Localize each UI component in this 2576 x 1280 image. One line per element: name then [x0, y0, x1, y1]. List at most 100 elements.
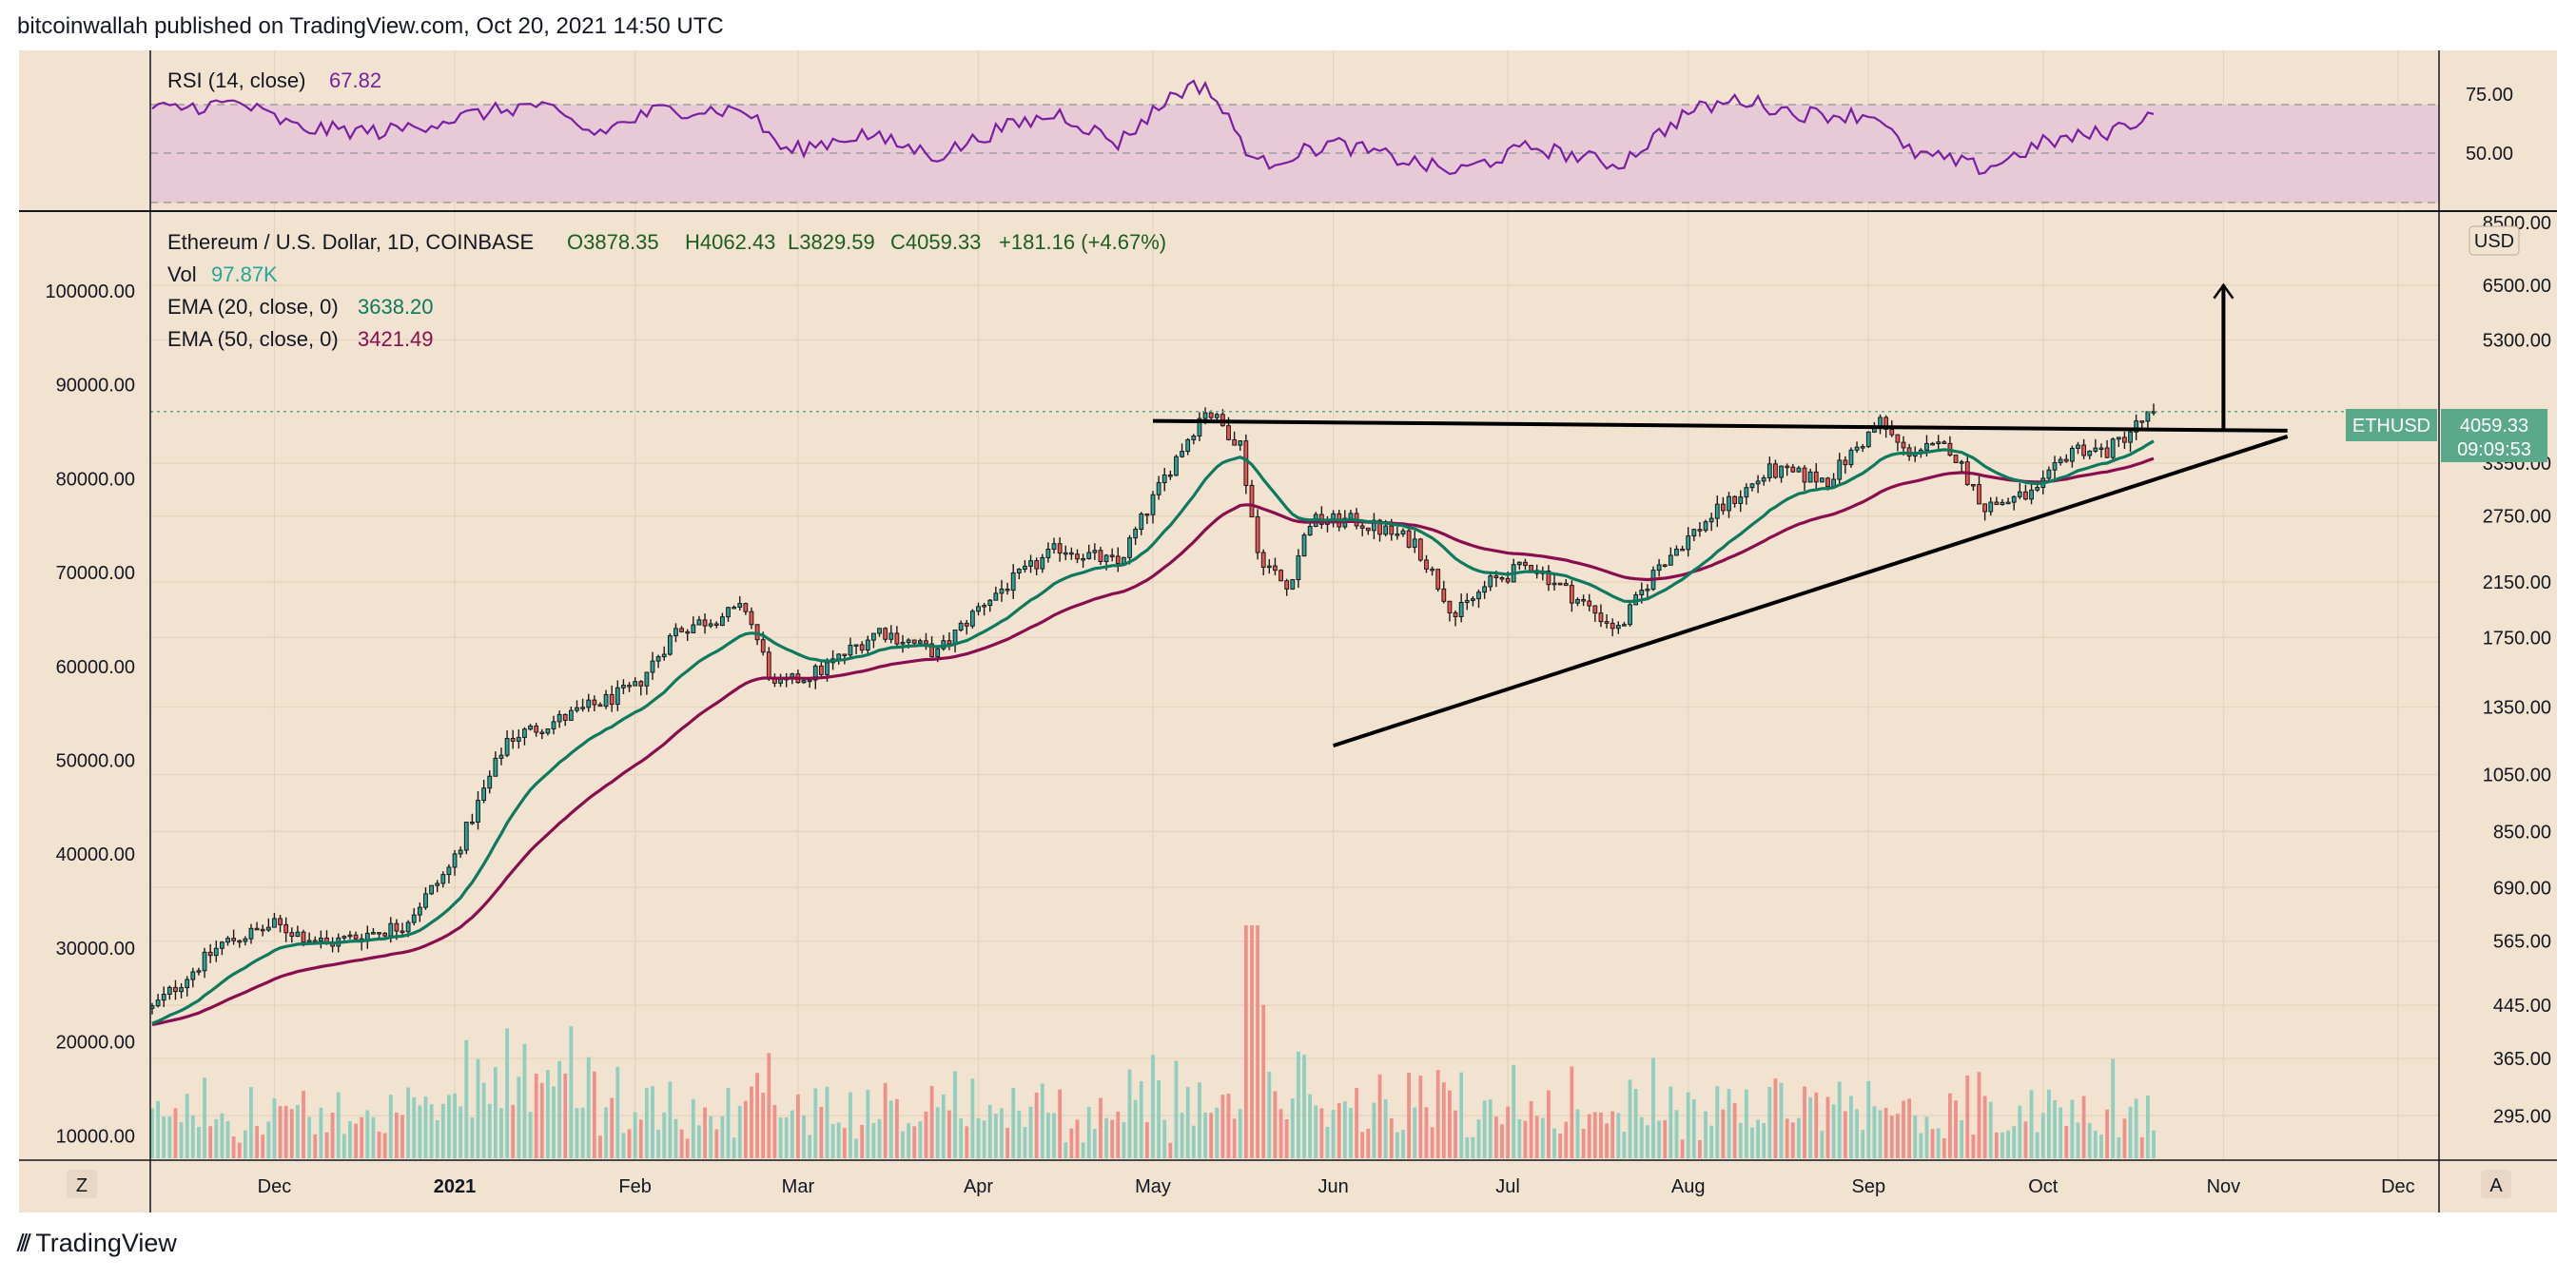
volume-bar	[487, 1103, 492, 1158]
volume-bar	[1686, 1092, 1690, 1158]
volume-bar	[651, 1086, 654, 1158]
volume-bar	[849, 1092, 852, 1158]
volume-bar	[796, 1094, 800, 1158]
auto-scale-button[interactable]: A	[2481, 1170, 2511, 1198]
candle-body	[1854, 446, 1860, 451]
volume-bar	[819, 1106, 824, 1158]
volume-bar	[1448, 1090, 1452, 1158]
candle-body	[842, 653, 848, 656]
zoom-button[interactable]: Z	[67, 1170, 97, 1198]
legend-vol-label: Vol	[167, 262, 197, 286]
volume-bar	[1506, 1106, 1510, 1158]
candle-body	[1493, 575, 1499, 579]
candle-body	[556, 713, 562, 723]
candle-body	[1581, 598, 1587, 602]
volume-bar	[1308, 1094, 1313, 1158]
volume-bar	[261, 1135, 265, 1158]
volume-bar	[522, 1043, 527, 1158]
candle-body	[539, 731, 545, 735]
candle-body	[312, 940, 318, 942]
volume-bar	[1500, 1124, 1504, 1158]
price-scale[interactable]: 6500.005300.003350.002750.002150.001750.…	[2483, 276, 2551, 1127]
support-trendline[interactable]	[1332, 435, 2289, 748]
volume-bar	[1028, 1106, 1033, 1158]
volume-scale-tick: 40000.00	[56, 844, 135, 865]
candle-body	[1348, 513, 1354, 519]
candle-body	[481, 787, 487, 802]
volume-bar	[2152, 1130, 2156, 1158]
volume-bar	[2145, 1095, 2150, 1158]
volume-bar	[1727, 1089, 1731, 1158]
candle-body	[1575, 598, 1580, 604]
volume-bar	[947, 1110, 951, 1158]
candle-body	[1150, 494, 1156, 515]
volume-bar	[1342, 1101, 1347, 1158]
volume-bar	[1017, 1110, 1022, 1158]
candle-body	[400, 930, 405, 934]
volume-scale: 100000.00 90000.00 80000.00 70000.00 60000.0…	[45, 281, 135, 1147]
candle-body	[1563, 583, 1569, 587]
volume-bar	[1930, 1129, 1935, 1158]
volume-bar	[1331, 1110, 1336, 1158]
volume-bar	[493, 1067, 498, 1158]
volume-bar	[220, 1113, 224, 1158]
volume-bar	[2006, 1130, 2010, 1158]
volume-bar	[1540, 1117, 1545, 1158]
time-axis[interactable]: Dec 2021 Feb Mar Apr May Jun Jul Aug Sep Oct Nov Dec	[258, 1176, 2415, 1197]
time-axis-label: Mar	[782, 1176, 815, 1197]
drawings[interactable]	[1152, 282, 2289, 748]
price-scale-tick: 1750.00	[2483, 628, 2551, 649]
volume-bar	[1704, 1111, 1708, 1158]
volume-bar	[1982, 1096, 1987, 1158]
candle-body	[377, 932, 381, 935]
volume-bar	[1523, 1120, 1528, 1158]
volume-bar	[237, 1142, 242, 1158]
volume-bar	[1297, 1051, 1300, 1158]
resistance-trendline[interactable]	[1152, 418, 2288, 433]
volume-bar	[1942, 1138, 1946, 1158]
candle-body	[993, 592, 999, 601]
ema50-line	[151, 456, 2155, 1026]
candle-body	[1598, 612, 1604, 623]
candle-body	[1645, 589, 1650, 592]
candle-body	[2029, 489, 2034, 500]
volume-bar	[190, 1115, 195, 1158]
volume-bar	[778, 1117, 783, 1158]
candle-body	[388, 922, 394, 937]
candle-body	[1232, 438, 1238, 446]
main-pane	[150, 213, 2439, 1160]
volume-bar	[1366, 1128, 1371, 1158]
candle-body	[289, 932, 295, 938]
volume-bar	[1988, 1101, 1993, 1158]
time-axis-label: Jul	[1495, 1176, 1520, 1197]
candle-body	[1895, 434, 1901, 443]
volume-bar	[673, 1118, 678, 1158]
volume-bar	[569, 1026, 574, 1158]
volume-bar	[1889, 1115, 1894, 1158]
volume-bar	[214, 1118, 219, 1158]
candle-body	[650, 660, 655, 673]
candle-body	[1697, 529, 1703, 532]
candle-body	[766, 651, 771, 679]
candle-body	[417, 906, 422, 916]
volume-bar	[1198, 1082, 1201, 1158]
volume-bar	[1058, 1089, 1063, 1158]
volume-bar	[1878, 1110, 1883, 1158]
candle-body	[696, 619, 702, 626]
volume-bar	[750, 1086, 753, 1158]
volume-bar	[679, 1129, 684, 1158]
volume-bar	[278, 1106, 283, 1158]
volume-bar	[1895, 1114, 1900, 1158]
candle-body	[958, 622, 964, 631]
currency-button[interactable]: USD	[2469, 225, 2520, 256]
candle-body	[1883, 417, 1889, 430]
rsi-pane: RSI (14, close) 67.82	[150, 68, 2439, 204]
time-axis-label: Aug	[1671, 1176, 1706, 1197]
candle-body	[166, 986, 172, 995]
candle-body	[2035, 487, 2040, 491]
time-axis-label: Apr	[964, 1176, 993, 1197]
volume-bar	[888, 1100, 893, 1158]
candle-body	[2093, 447, 2098, 452]
ema20-line	[151, 439, 2155, 1025]
